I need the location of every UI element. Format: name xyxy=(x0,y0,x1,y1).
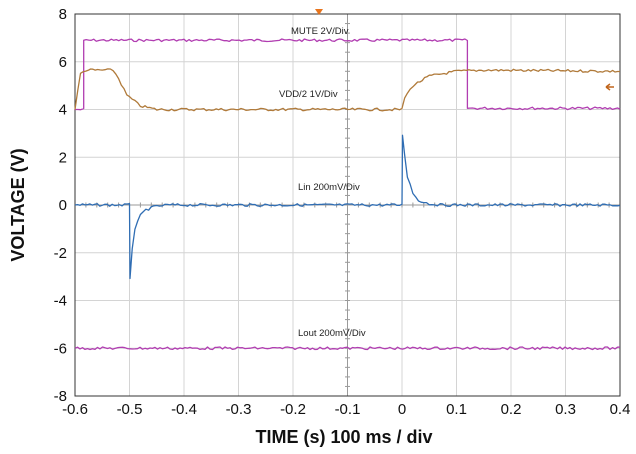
x-tick-label-7: 0.1 xyxy=(446,401,467,418)
y-tick-label-8: -8 xyxy=(54,388,67,405)
y-axis-title: VOLTAGE (V) xyxy=(8,148,28,261)
y-tick-label-3: 2 xyxy=(59,149,67,166)
x-tick-label-4: -0.2 xyxy=(280,401,306,418)
mute-trace-label: MUTE 2V/Div xyxy=(291,26,349,37)
lin-trace-label: Lin 200mV/Div xyxy=(298,182,360,193)
x-tick-label-6: 0 xyxy=(398,401,406,418)
level-marker-icon xyxy=(605,83,614,91)
y-tick-label-6: -4 xyxy=(54,293,67,310)
y-tick-label-1: 6 xyxy=(59,54,67,71)
x-tick-label-8: 0.2 xyxy=(501,401,522,418)
lin-trace-line xyxy=(74,134,621,280)
trigger-marker-icon xyxy=(315,9,323,15)
x-tick-label-5: -0.1 xyxy=(335,401,361,418)
x-tick-label-2: -0.4 xyxy=(171,401,197,418)
trace-labels: MUTE 2V/Div VDD/2 1V/Div Lin 200mV/Div Lout… xyxy=(279,26,366,339)
x-tick-label-3: -0.3 xyxy=(226,401,252,418)
x-tick-label-9: 0.3 xyxy=(555,401,576,418)
y-tick-label-4: 0 xyxy=(59,197,67,214)
mute-trace-line xyxy=(75,38,621,111)
y-tick-label-0: 8 xyxy=(59,6,67,23)
lout-trace-line xyxy=(74,346,621,351)
y-tick-label-2: 4 xyxy=(59,102,67,119)
lout-trace-label: Lout 200mV/Div xyxy=(298,328,366,339)
traces xyxy=(74,38,621,351)
tick-labels: -0.6 -0.5 -0.4 -0.3 -0.2 -0.1 0 0.1 0.2 0.3 0.4 8 6 4… xyxy=(54,6,631,418)
vdd-trace-line xyxy=(74,68,620,112)
x-tick-label-1: -0.5 xyxy=(117,401,143,418)
x-axis-title: TIME (s) 100 ms / div xyxy=(255,427,432,447)
y-tick-label-7: -6 xyxy=(54,340,67,357)
vdd-trace-label: VDD/2 1V/Div xyxy=(279,89,338,100)
x-tick-label-10: 0.4 xyxy=(610,401,631,418)
x-tick-label-0: -0.6 xyxy=(62,401,88,418)
y-tick-label-5: -2 xyxy=(54,245,67,262)
